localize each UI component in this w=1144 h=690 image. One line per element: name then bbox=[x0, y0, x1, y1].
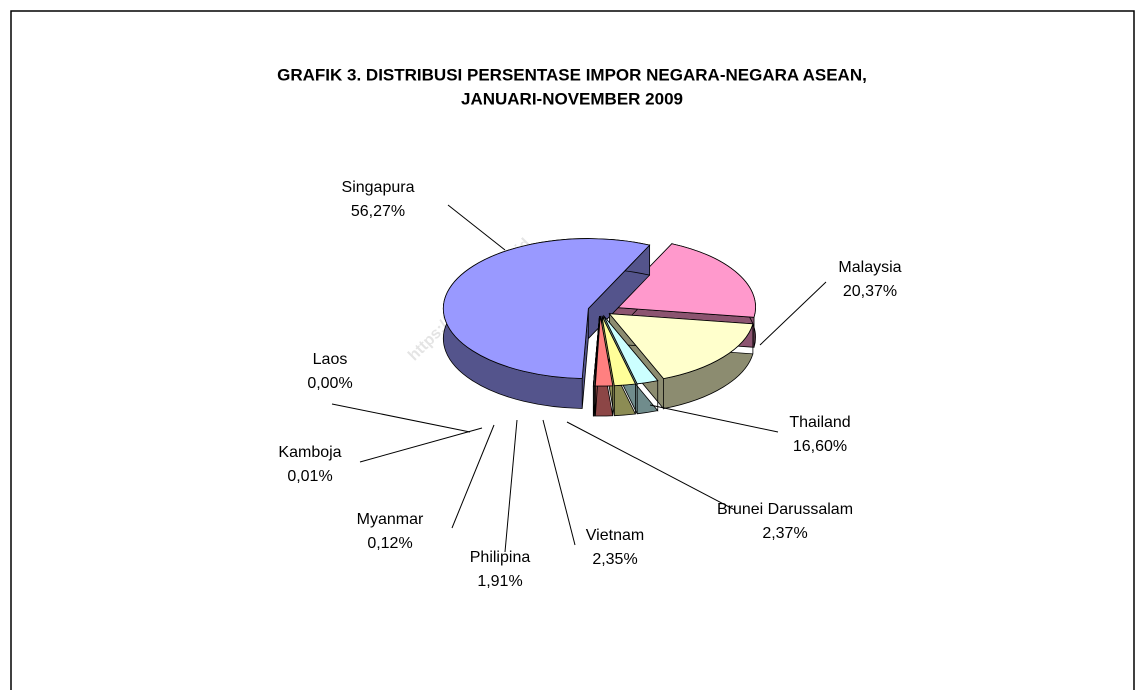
slice-value: 0,01% bbox=[287, 468, 332, 485]
slice-label: Laos bbox=[313, 351, 348, 368]
chart-title: GRAFIK 3. DISTRIBUSI PERSENTASE IMPOR NE… bbox=[277, 65, 867, 84]
slice-value: 1,91% bbox=[477, 573, 522, 590]
slice-top bbox=[609, 243, 756, 318]
slice-value: 56,27% bbox=[351, 203, 405, 220]
slice-label: Kamboja bbox=[278, 444, 341, 461]
slice-label: Brunei Darussalam bbox=[717, 501, 853, 518]
slice-value: 0,00% bbox=[307, 375, 352, 392]
chart-title: JANUARI-NOVEMBER 2009 bbox=[461, 89, 683, 108]
slice-top bbox=[593, 315, 600, 387]
slice-label: Thailand bbox=[789, 414, 850, 431]
leader-line bbox=[331, 403, 471, 433]
slice-value: 2,37% bbox=[762, 525, 807, 542]
slice-top bbox=[443, 238, 651, 379]
slice-value: 2,35% bbox=[592, 551, 637, 568]
slice-value: 0,12% bbox=[367, 535, 412, 552]
slice-value: 20,37% bbox=[843, 283, 897, 300]
slice-top bbox=[603, 315, 659, 385]
leader-line bbox=[759, 281, 827, 346]
frame bbox=[10, 10, 1135, 690]
slice-label: Malaysia bbox=[838, 259, 901, 276]
slice-label: Myanmar bbox=[357, 511, 424, 528]
leader-line bbox=[542, 419, 576, 546]
leader-line bbox=[359, 427, 483, 463]
leader-line bbox=[566, 421, 736, 511]
slice-label: Singapura bbox=[342, 179, 415, 196]
slice-top bbox=[601, 315, 637, 387]
slice-value: 16,60% bbox=[793, 438, 847, 455]
leader-line bbox=[504, 419, 518, 553]
slice bbox=[443, 238, 651, 409]
leader-line bbox=[649, 404, 779, 433]
slice-top bbox=[608, 313, 754, 380]
slice-label: Philipina bbox=[470, 549, 531, 566]
slice bbox=[594, 315, 614, 417]
slice bbox=[603, 314, 659, 415]
leader-line bbox=[447, 204, 506, 251]
slice-label: Vietnam bbox=[586, 527, 644, 544]
slice-top bbox=[594, 315, 614, 387]
leader-line bbox=[451, 424, 495, 529]
slice bbox=[608, 312, 754, 410]
